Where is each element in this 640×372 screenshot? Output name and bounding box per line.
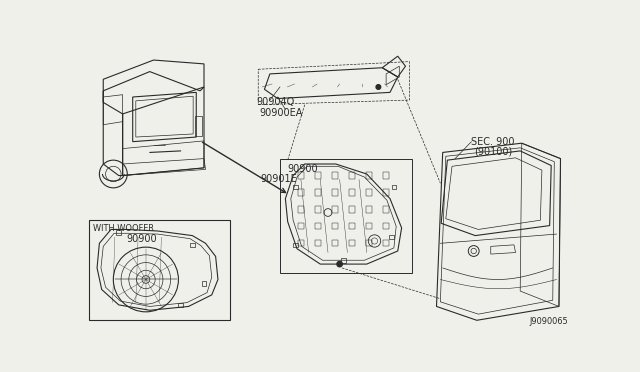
Bar xyxy=(280,158,412,273)
Bar xyxy=(349,223,355,230)
Bar xyxy=(298,206,304,212)
Bar xyxy=(298,240,304,246)
Bar xyxy=(366,173,372,179)
Bar xyxy=(332,206,338,212)
Bar xyxy=(383,173,389,179)
Bar xyxy=(332,189,338,196)
Bar xyxy=(90,220,230,320)
Bar xyxy=(315,189,321,196)
Bar xyxy=(332,240,338,246)
Bar xyxy=(392,185,396,189)
Bar xyxy=(383,189,389,196)
Bar xyxy=(349,240,355,246)
Bar xyxy=(315,223,321,230)
Bar xyxy=(298,173,304,179)
Bar xyxy=(341,258,346,263)
Text: 90901E: 90901E xyxy=(260,174,298,184)
Bar xyxy=(298,223,304,230)
Bar xyxy=(202,281,206,286)
Bar xyxy=(116,230,121,235)
Bar xyxy=(293,243,298,247)
Bar xyxy=(298,189,304,196)
Text: (90100): (90100) xyxy=(474,146,512,156)
Text: J9090065: J9090065 xyxy=(529,317,568,326)
Text: WITH WOOFER: WITH WOOFER xyxy=(93,224,154,233)
Bar xyxy=(332,173,338,179)
Bar xyxy=(332,223,338,230)
Bar xyxy=(349,189,355,196)
Bar xyxy=(315,173,321,179)
Bar xyxy=(389,235,394,240)
Bar xyxy=(366,223,372,230)
Text: 90904Q: 90904Q xyxy=(257,97,295,107)
Text: 90900: 90900 xyxy=(288,164,318,174)
Bar xyxy=(315,240,321,246)
Bar xyxy=(293,185,298,189)
Bar xyxy=(366,240,372,246)
Text: 90900EA: 90900EA xyxy=(260,108,303,118)
Bar xyxy=(383,223,389,230)
Text: 90900: 90900 xyxy=(127,234,157,244)
Bar xyxy=(366,189,372,196)
Bar xyxy=(190,243,195,247)
Bar xyxy=(315,206,321,212)
Bar xyxy=(349,206,355,212)
Circle shape xyxy=(337,262,342,267)
Text: SEC. 900: SEC. 900 xyxy=(472,137,515,147)
Circle shape xyxy=(376,85,381,89)
Bar xyxy=(366,206,372,212)
Bar xyxy=(349,173,355,179)
Bar xyxy=(383,206,389,212)
Bar xyxy=(179,302,183,307)
Bar xyxy=(383,240,389,246)
